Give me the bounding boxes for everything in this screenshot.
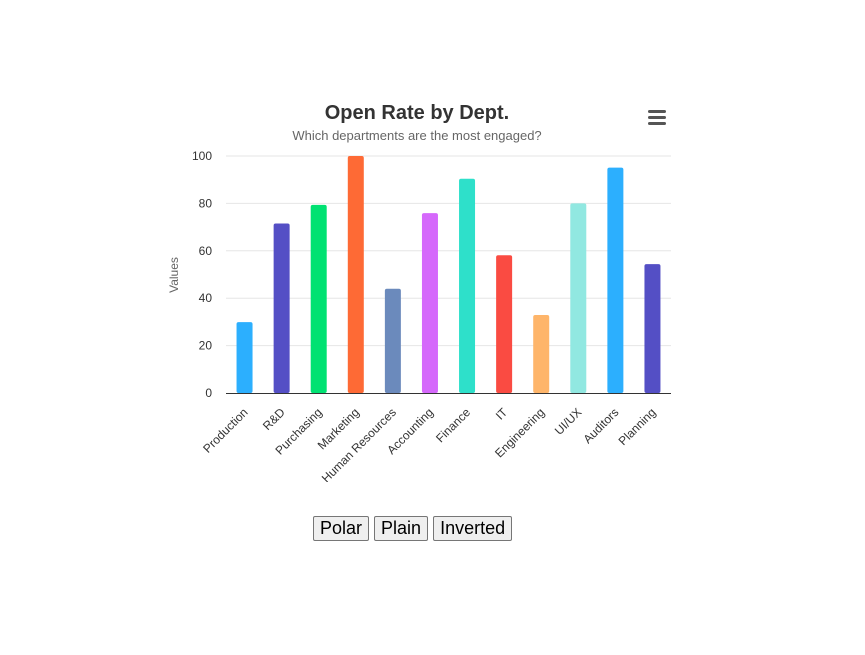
polar-button[interactable]: Polar <box>313 516 370 541</box>
bar[interactable] <box>607 167 624 393</box>
bar[interactable] <box>644 264 661 393</box>
bar[interactable] <box>533 315 550 393</box>
chart-container: Open Rate by Dept. Which departments are… <box>162 92 682 482</box>
bar[interactable] <box>421 213 438 393</box>
inverted-button[interactable]: Inverted <box>433 516 513 541</box>
bar[interactable] <box>273 223 290 393</box>
x-tick-label: Production <box>200 405 250 455</box>
x-tick-label: R&D <box>260 405 288 433</box>
bar[interactable] <box>236 322 253 393</box>
plain-button[interactable]: Plain <box>374 516 429 541</box>
chart-subtitle: Which departments are the most engaged? <box>292 128 541 143</box>
y-tick-label: 100 <box>192 149 212 163</box>
chart-mode-buttons: Polar Plain Inverted <box>313 516 513 541</box>
chart-menu-icon[interactable] <box>646 108 668 128</box>
bar[interactable] <box>347 156 364 393</box>
bar[interactable] <box>570 203 587 393</box>
x-tick-label: Planning <box>616 405 659 448</box>
bar[interactable] <box>496 255 513 393</box>
x-tick-label: Finance <box>433 405 473 445</box>
x-tick-label: Auditors <box>580 405 621 446</box>
y-tick-label: 40 <box>199 291 213 305</box>
y-tick-label: 60 <box>199 244 213 258</box>
x-tick-label: IT <box>493 405 511 423</box>
chart-title: Open Rate by Dept. <box>325 102 509 124</box>
bar-chart: Open Rate by Dept. Which departments are… <box>167 102 671 482</box>
y-axis-ticks: 0 20 40 60 80 100 <box>192 149 212 400</box>
bar[interactable] <box>310 204 327 393</box>
y-axis-title: Values <box>167 257 181 293</box>
bar[interactable] <box>459 178 476 393</box>
bars <box>236 156 661 393</box>
grid-lines <box>226 155 671 394</box>
y-tick-label: 0 <box>205 386 212 400</box>
y-tick-label: 20 <box>199 339 213 353</box>
bar[interactable] <box>384 288 401 393</box>
x-tick-label: UI/UX <box>552 405 585 438</box>
y-tick-label: 80 <box>199 196 213 210</box>
